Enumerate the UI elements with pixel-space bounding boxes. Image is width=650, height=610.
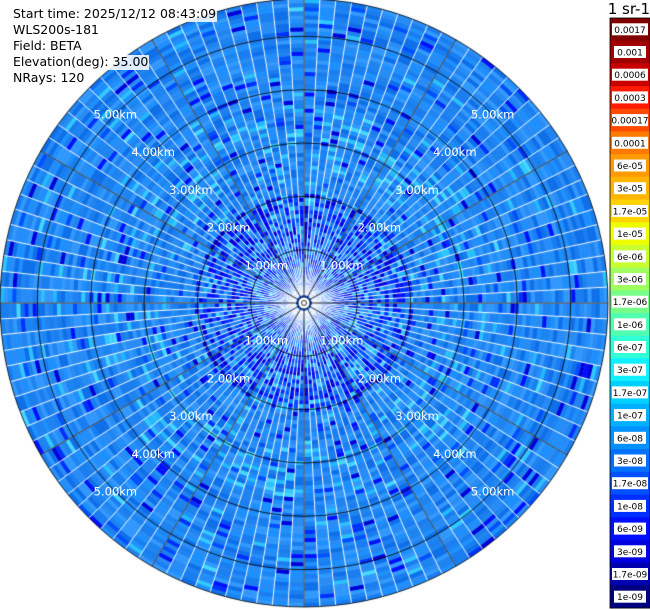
field-text: Field: BETA xyxy=(12,38,83,54)
instrument-text: WLS200s-181 xyxy=(12,22,100,38)
nrays-text: NRays: 120 xyxy=(12,70,86,86)
colorbar-title: m-1 sr-1 xyxy=(607,0,650,18)
start-time-text: Start time: 2025/12/12 08:43:09 xyxy=(12,6,218,22)
elevation-text: Elevation(deg): 35.00 xyxy=(12,54,150,70)
